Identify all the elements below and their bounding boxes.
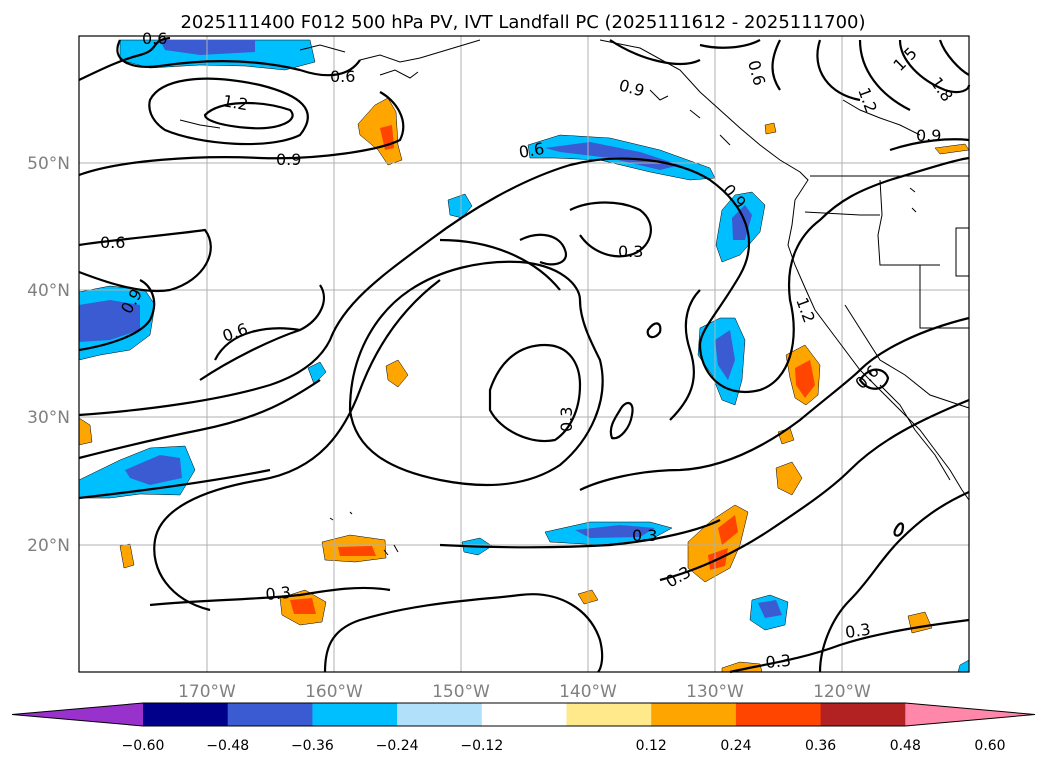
positive-area — [795, 360, 815, 398]
colorbar-outline — [11, 702, 1036, 727]
colorbar-segment — [820, 703, 906, 726]
lon-label: 140°W — [559, 682, 617, 702]
contour-label: 0.6 — [330, 67, 355, 86]
lon-label: 150°W — [432, 682, 490, 702]
contour-label: 0.9 — [916, 126, 941, 145]
lon-label: 130°W — [686, 682, 744, 702]
positive-area — [385, 359, 409, 388]
contour-label: 0.3 — [844, 620, 872, 642]
contour-label: 0.3 — [557, 407, 576, 432]
colorbar-tick-label: −0.36 — [291, 738, 334, 754]
colorbar-extend-low — [12, 703, 143, 726]
colorbar-segment — [735, 703, 822, 726]
colorbar-segment — [651, 703, 737, 726]
negative-area — [307, 361, 327, 385]
map-frame — [78, 35, 970, 673]
colorbar-tick-label: 0.48 — [890, 738, 921, 754]
map-panel: 0.6 0.6 1.2 0.9 0.6 0.9 0.6 0.9 0.6 0.3 … — [78, 29, 971, 674]
contour-label: 0.3 — [765, 651, 792, 672]
negative-area — [125, 455, 182, 485]
contour-label: 0.6 — [100, 233, 125, 252]
colorbar-extend-high — [905, 703, 1035, 726]
lat-label: 30°N — [27, 408, 70, 428]
lon-label: 160°W — [305, 682, 363, 702]
latitude-labels: 50°N 40°N 30°N 20°N — [27, 154, 70, 556]
negative-area — [758, 600, 782, 618]
colorbar-tick-label: −0.12 — [460, 738, 503, 754]
colorbar-tick-label: −0.60 — [122, 738, 165, 754]
negative-area — [715, 330, 735, 380]
colorbar-tick-label: 0.36 — [805, 738, 836, 754]
contour-label: 0.6 — [517, 139, 545, 162]
colorbar-tick-label: −0.24 — [376, 738, 419, 754]
positive-area — [338, 546, 376, 556]
map-title: 2025111400 F012 500 hPa PV, IVT Landfall… — [180, 12, 865, 33]
longitude-labels: 170°W 160°W 150°W 140°W 130°W 120°W — [178, 682, 871, 702]
contour-label: 1.2 — [221, 91, 249, 114]
contour-label: 0.3 — [632, 526, 657, 545]
lon-label: 120°W — [813, 682, 871, 702]
colorbar-segment — [312, 703, 398, 726]
pv-contours — [78, 36, 971, 674]
lat-label: 40°N — [27, 281, 70, 301]
colorbar-segment — [227, 703, 313, 726]
positive-area — [764, 122, 777, 135]
lon-label: 170°W — [178, 682, 236, 702]
negative-area — [79, 300, 140, 342]
positive-area — [721, 661, 763, 673]
colorbar-tick-label: −0.48 — [206, 738, 249, 754]
map-background — [79, 36, 969, 672]
positive-area — [775, 461, 803, 496]
negative-area — [447, 193, 473, 219]
contour-label: 0.9 — [276, 150, 301, 169]
lat-label: 20°N — [27, 536, 70, 556]
negative-area — [575, 525, 655, 538]
colorbar-tick-label: 0.24 — [720, 738, 751, 754]
lat-label: 50°N — [27, 154, 70, 174]
colorbar: −0.60 −0.48 −0.36 −0.24 −0.12 0.12 0.24 0.36 0.4… — [11, 702, 1036, 754]
colorbar-segment — [566, 703, 652, 726]
colorbar-segment — [397, 703, 483, 726]
contour-label: 0.3 — [618, 242, 643, 261]
colorbar-segment — [481, 703, 567, 726]
contour-label: 0.3 — [265, 583, 292, 604]
contour-label: 0.6 — [142, 29, 167, 48]
colorbar-segment — [143, 703, 229, 726]
colorbar-tick-label: 0.60 — [974, 738, 1005, 754]
positive-area — [290, 598, 316, 614]
colorbar-tick-label: 0.12 — [636, 738, 667, 754]
